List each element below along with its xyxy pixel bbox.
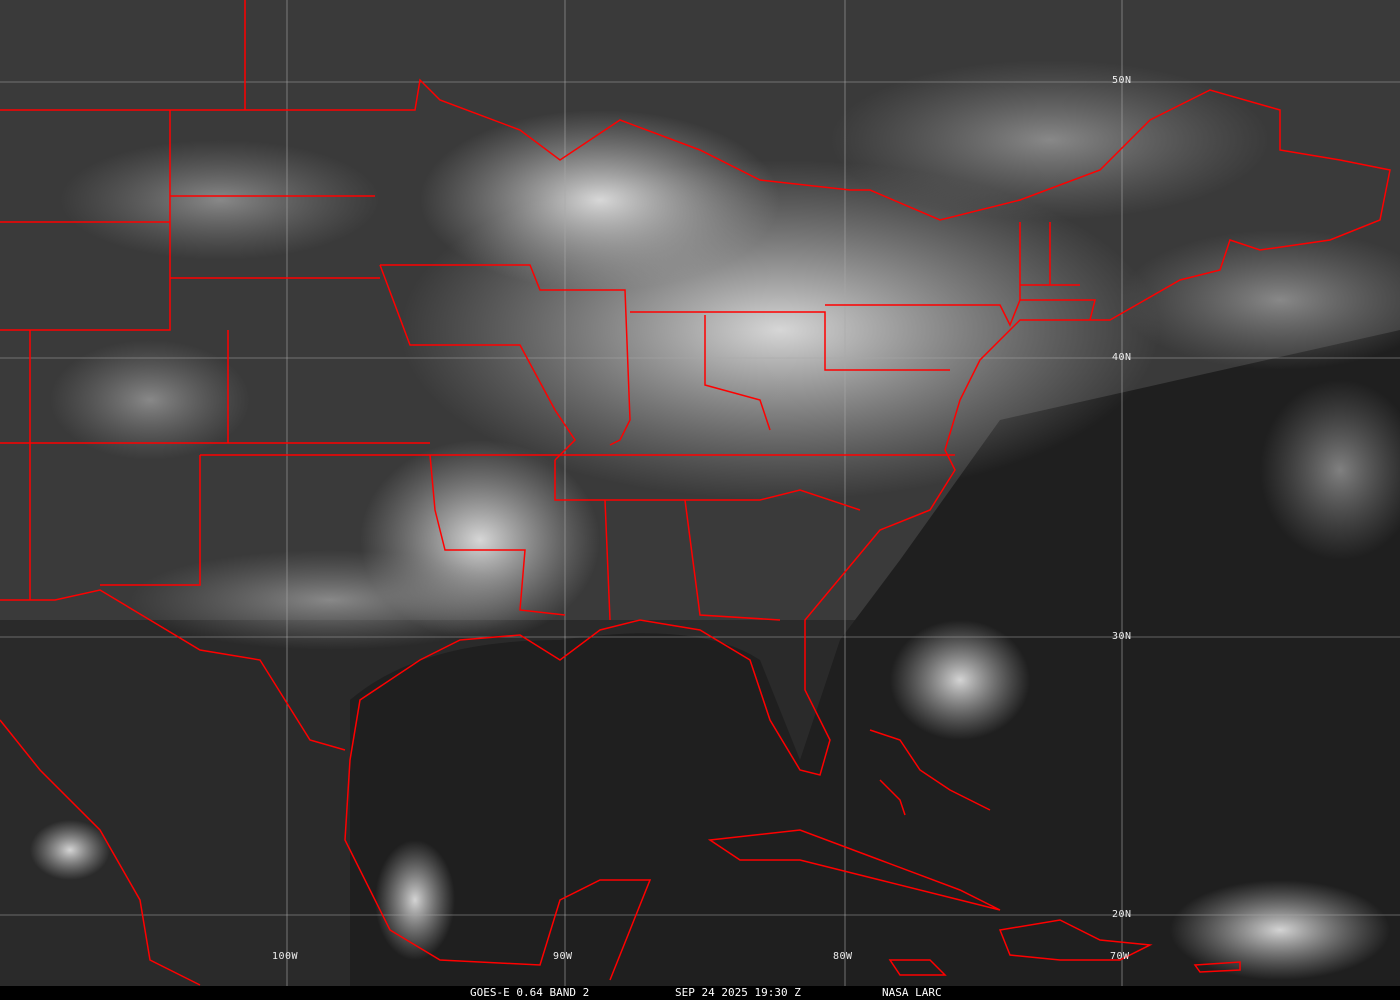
caption-source: NASA LARC [882, 986, 942, 999]
image-caption-bar: GOES-E 0.64 BAND 2 SEP 24 2025 19:30 Z N… [0, 986, 1400, 1000]
lon-label-90w: 90W [553, 951, 573, 962]
lon-label-80w: 80W [833, 951, 853, 962]
political-boundaries [0, 0, 1391, 986]
caption-datetime: SEP 24 2025 19:30 Z [675, 986, 801, 999]
lat-label-50n: 50N [1112, 75, 1132, 86]
cloud-cover [30, 60, 1400, 980]
lat-label-40n: 40N [1112, 352, 1132, 363]
lat-label-30n: 30N [1112, 631, 1132, 642]
lon-label-100w: 100W [272, 951, 299, 962]
caption-product: GOES-E 0.64 BAND 2 [470, 986, 590, 999]
lon-label-70w: 70W [1110, 951, 1130, 962]
ocean-region [350, 330, 1400, 1000]
lat-label-20n: 20N [1112, 909, 1132, 920]
